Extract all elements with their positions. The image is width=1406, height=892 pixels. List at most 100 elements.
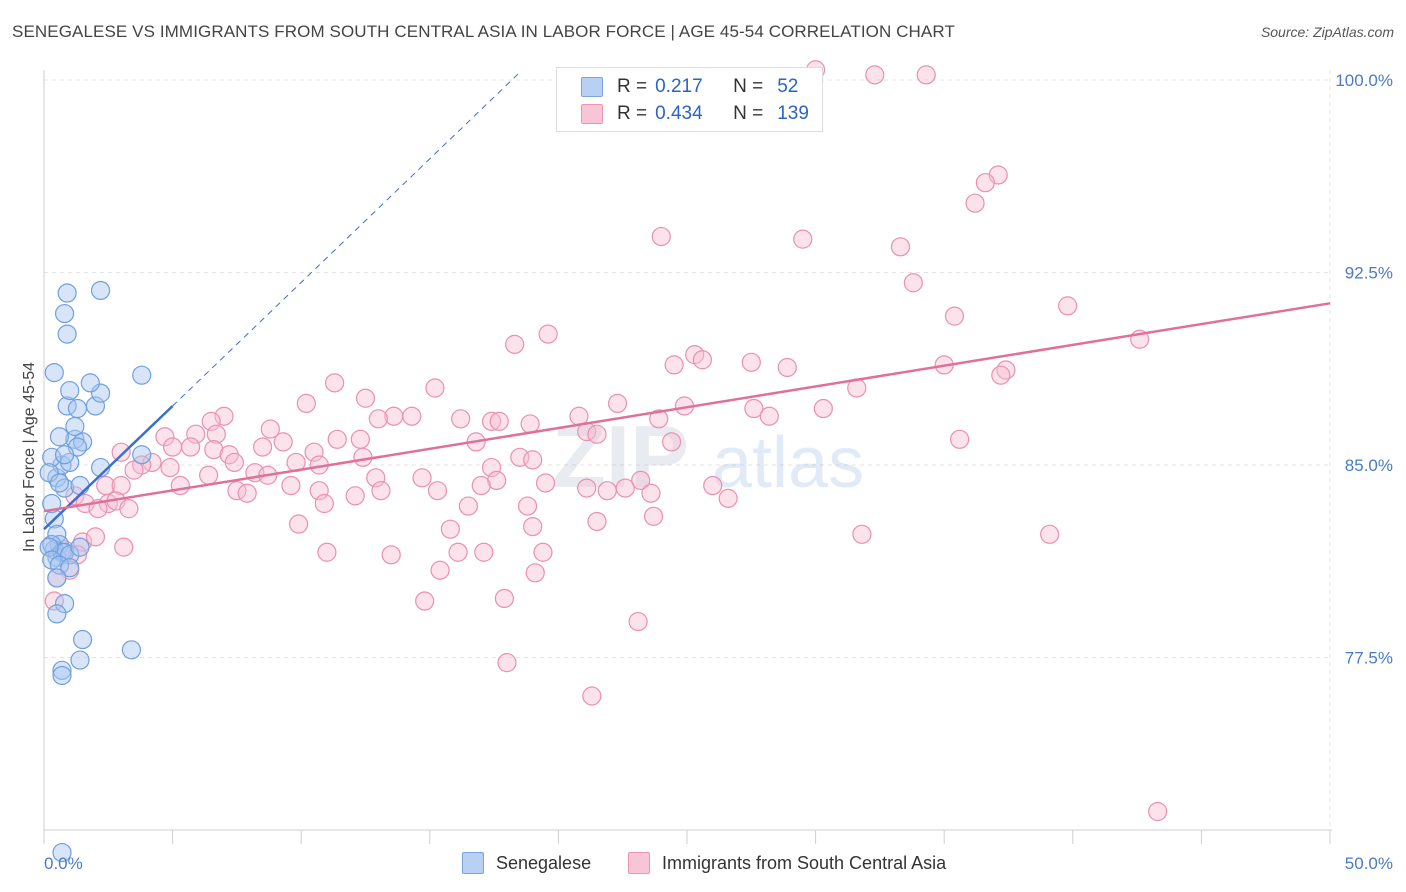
data-point-south-central-asia bbox=[497, 653, 517, 673]
data-point-south-central-asia bbox=[793, 229, 813, 249]
data-point-south-central-asia bbox=[577, 478, 597, 498]
data-point-south-central-asia bbox=[371, 481, 391, 501]
data-point-senegalese bbox=[132, 445, 152, 465]
data-point-south-central-asia bbox=[813, 398, 833, 419]
data-point-south-central-asia bbox=[224, 452, 244, 473]
data-point-senegalese bbox=[57, 283, 77, 303]
data-point-south-central-asia bbox=[481, 457, 502, 478]
data-point-south-central-asia bbox=[533, 542, 553, 562]
trend-line-senegalese-extension bbox=[172, 71, 521, 407]
legend-label-south-central-asia: Immigrants from South Central Asia bbox=[662, 852, 947, 873]
data-point-south-central-asia bbox=[325, 373, 345, 393]
data-point-south-central-asia bbox=[289, 514, 309, 534]
data-point-senegalese bbox=[60, 558, 80, 578]
data-point-south-central-asia bbox=[402, 406, 422, 426]
data-point-south-central-asia bbox=[950, 429, 970, 449]
data-point-senegalese bbox=[47, 568, 67, 588]
data-point-south-central-asia bbox=[124, 460, 144, 480]
legend-swatch-pink bbox=[581, 104, 603, 124]
data-point-south-central-asia bbox=[425, 378, 445, 398]
data-point-senegalese bbox=[72, 432, 93, 452]
data-point-south-central-asia bbox=[448, 542, 468, 562]
trend-lines bbox=[43, 71, 1331, 531]
r-label: R = bbox=[617, 103, 648, 124]
data-point-south-central-asia bbox=[199, 465, 219, 485]
legend-item-senegalese[interactable]: Senegalese bbox=[462, 852, 591, 874]
axes bbox=[43, 70, 1332, 844]
data-point-south-central-asia bbox=[440, 519, 460, 539]
data-point-south-central-asia bbox=[777, 357, 797, 378]
tick-labels: 100.0% 92.5% 85.0% 77.5% 0.0% 50.0% bbox=[44, 71, 1393, 873]
legend-item-south-central-asia[interactable]: Immigrants from South Central Asia bbox=[628, 852, 946, 874]
legend-row-south-central-asia: R = 0.434 N = 139 bbox=[581, 101, 809, 127]
data-point-senegalese bbox=[90, 280, 111, 301]
data-point-south-central-asia bbox=[281, 475, 301, 496]
data-point-south-central-asia bbox=[703, 475, 723, 496]
data-point-south-central-asia bbox=[523, 516, 543, 537]
data-point-south-central-asia bbox=[474, 542, 494, 562]
y-tick-label: 77.5% bbox=[1345, 649, 1393, 668]
data-point-senegalese bbox=[47, 604, 67, 624]
data-point-south-central-asia bbox=[538, 324, 558, 344]
legend-swatch-blue bbox=[462, 852, 484, 874]
data-point-south-central-asia bbox=[641, 483, 661, 503]
data-point-south-central-asia bbox=[427, 481, 448, 501]
data-point-south-central-asia bbox=[865, 65, 885, 85]
data-point-south-central-asia bbox=[587, 424, 607, 444]
data-point-south-central-asia bbox=[317, 542, 337, 562]
legend-swatch-blue bbox=[581, 77, 603, 97]
data-point-senegalese bbox=[52, 665, 72, 686]
data-point-senegalese bbox=[39, 463, 59, 483]
data-point-south-central-asia bbox=[649, 409, 669, 429]
data-point-south-central-asia bbox=[204, 440, 224, 460]
data-point-south-central-asia bbox=[253, 437, 273, 457]
data-point-senegalese bbox=[70, 537, 90, 557]
data-point-south-central-asia bbox=[345, 486, 365, 506]
data-point-senegalese bbox=[90, 383, 111, 403]
data-point-senegalese bbox=[49, 473, 70, 493]
legend-swatch-pink bbox=[628, 852, 650, 874]
data-point-senegalese bbox=[54, 445, 75, 465]
data-point-south-central-asia bbox=[119, 499, 139, 519]
data-point-south-central-asia bbox=[85, 527, 106, 547]
data-point-south-central-asia bbox=[628, 611, 648, 632]
data-point-senegalese bbox=[44, 363, 64, 383]
data-point-senegalese bbox=[49, 427, 70, 447]
series-legend: Senegalese Immigrants from South Central… bbox=[0, 852, 1406, 876]
data-point-south-central-asia bbox=[260, 419, 280, 439]
data-point-south-central-asia bbox=[181, 437, 201, 457]
data-point-south-central-asia bbox=[505, 334, 525, 354]
n-label: N = bbox=[733, 103, 764, 124]
data-point-south-central-asia bbox=[412, 468, 432, 488]
data-point-south-central-asia bbox=[273, 432, 293, 452]
data-point-south-central-asia bbox=[155, 427, 175, 447]
data-point-south-central-asia bbox=[170, 475, 190, 496]
data-point-south-central-asia bbox=[65, 486, 85, 506]
data-point-south-central-asia bbox=[366, 468, 386, 488]
data-point-south-central-asia bbox=[111, 442, 131, 462]
y-tick-label: 85.0% bbox=[1345, 456, 1393, 475]
chart-title: SENEGALESE VS IMMIGRANTS FROM SOUTH CENT… bbox=[12, 22, 955, 41]
data-point-south-central-asia bbox=[692, 350, 713, 370]
data-point-south-central-asia bbox=[582, 686, 602, 706]
data-point-south-central-asia bbox=[214, 406, 234, 426]
correlation-legend: R = 0.217 N = 52 R = 0.434 N = 139 bbox=[556, 67, 823, 132]
x-tick-label: 50.0% bbox=[1345, 854, 1393, 873]
data-point-south-central-asia bbox=[430, 560, 450, 580]
data-point-south-central-asia bbox=[587, 511, 607, 532]
data-point-south-central-asia bbox=[525, 563, 545, 583]
data-point-south-central-asia bbox=[458, 496, 478, 516]
data-point-south-central-asia bbox=[718, 488, 738, 508]
data-point-senegalese bbox=[70, 650, 90, 670]
data-point-south-central-asia bbox=[111, 475, 131, 496]
data-point-senegalese bbox=[67, 398, 88, 419]
data-point-senegalese bbox=[70, 475, 90, 496]
data-point-south-central-asia bbox=[916, 65, 936, 85]
data-point-south-central-asia bbox=[481, 411, 502, 431]
data-point-south-central-asia bbox=[517, 496, 538, 516]
data-point-south-central-asia bbox=[186, 424, 206, 444]
data-point-senegalese bbox=[54, 478, 75, 498]
data-point-south-central-asia bbox=[520, 414, 540, 434]
data-point-south-central-asia bbox=[631, 470, 651, 490]
blue-series-points bbox=[39, 280, 152, 863]
